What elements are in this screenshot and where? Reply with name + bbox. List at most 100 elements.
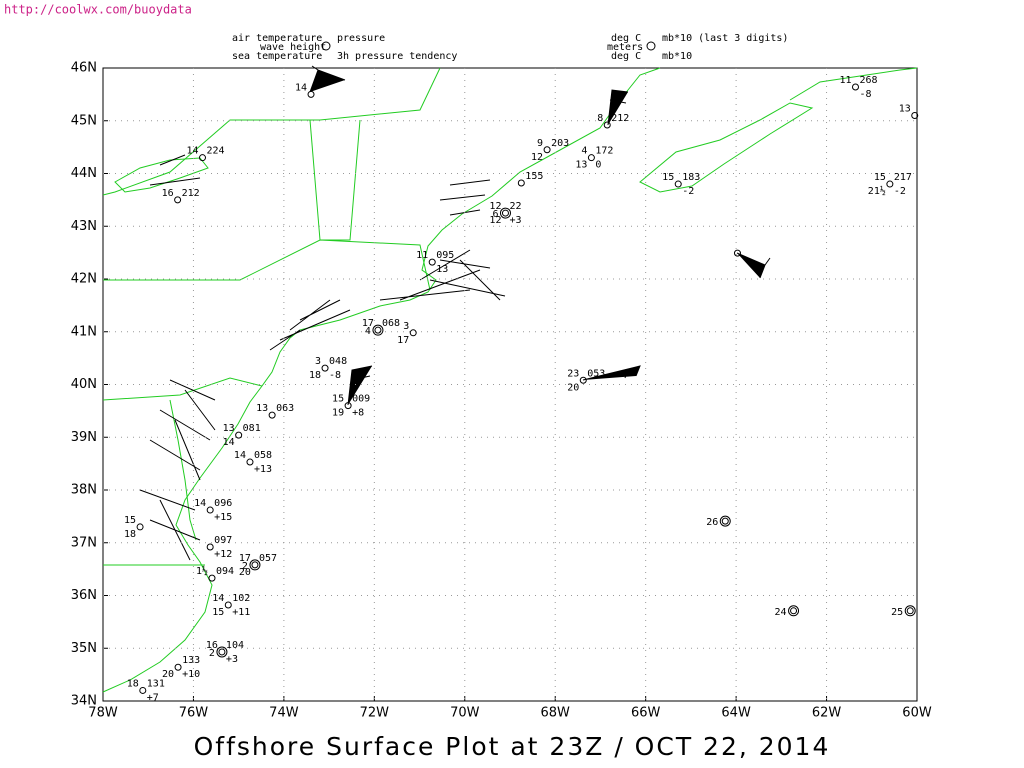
station-sea: 12 — [489, 215, 501, 226]
station-tendency: +15 — [214, 512, 232, 523]
wave-ring — [249, 559, 261, 571]
station — [501, 209, 509, 217]
station — [268, 411, 276, 419]
station-air: 14 — [194, 498, 206, 509]
border — [102, 67, 441, 196]
station-tendency: +13 — [254, 464, 272, 475]
station-air: 14 — [186, 146, 198, 157]
lake-ontario — [114, 157, 209, 193]
station-pressure: 048 — [329, 356, 347, 367]
x-tick-label: 60W — [902, 706, 932, 721]
station — [174, 196, 182, 204]
station — [224, 601, 232, 609]
wave-ring — [719, 515, 731, 527]
title: Offshore Surface Plot at 23Z / OCT 22, 2… — [194, 732, 831, 761]
station-pressure: 131 — [147, 678, 165, 689]
station — [517, 179, 525, 187]
y-tick-label: 44N — [71, 166, 97, 181]
station — [218, 648, 226, 656]
axes: 78W 76W 74W 72W 70W 68W 66W 64W 62W 60W 46N 45N 44N 4… — [71, 61, 932, 721]
station-air: 15 — [332, 394, 344, 405]
station-wave: 6 — [492, 209, 498, 220]
station-tendency: +3 — [509, 215, 521, 226]
station-air: 15 — [124, 515, 136, 526]
station-pressure: 203 — [551, 138, 569, 149]
station-pressure: 104 — [226, 640, 244, 651]
wind-barb — [582, 365, 641, 381]
station — [198, 154, 206, 162]
wind-barb — [149, 154, 491, 216]
station-pressure: 068 — [382, 318, 400, 329]
station-pressure: 268 — [859, 75, 877, 86]
chesapeake — [169, 399, 197, 541]
legend-circle — [646, 41, 656, 51]
station-sea: 14 — [223, 437, 235, 448]
station — [579, 376, 587, 384]
station-air: 13 — [223, 423, 235, 434]
station-wave: 26 — [706, 517, 718, 528]
station-wave: 4 — [365, 326, 371, 337]
station-tendency: -2 — [894, 186, 906, 197]
station-pressure: 183 — [682, 172, 700, 183]
coastline — [102, 67, 661, 693]
x-tick-label: 76W — [179, 706, 209, 721]
wind-barb — [379, 249, 506, 301]
x-tick-label: 78W — [88, 706, 118, 721]
station-tendency: +12 — [214, 549, 232, 560]
station — [374, 326, 382, 334]
station — [251, 561, 259, 569]
legend-text: sea temperature — [232, 51, 322, 62]
station-pressure: 224 — [206, 146, 224, 157]
station — [906, 607, 914, 615]
station-air: 14 — [295, 82, 307, 93]
y-tick-label: 37N — [71, 535, 97, 550]
station — [206, 506, 214, 514]
station-pressure: 095 — [436, 250, 454, 261]
station-sea: 13 — [575, 160, 587, 171]
station — [136, 523, 144, 531]
station-air: 17 — [239, 553, 251, 564]
station-wave: 25 — [891, 607, 903, 618]
station — [344, 402, 352, 410]
station-air: 14 — [212, 593, 224, 604]
legend-text: mb*10 (last 3 digits) — [662, 33, 788, 44]
x-tick-label: 74W — [269, 706, 299, 721]
station-tendency: +7 — [147, 692, 159, 703]
station-sea: 18 — [124, 529, 136, 540]
legend-text: meters — [607, 42, 643, 53]
station — [307, 90, 315, 98]
station-tendency: -8 — [329, 370, 341, 381]
station-air: 16 — [162, 188, 174, 199]
station-air: 11 — [839, 75, 851, 86]
legend-circle — [321, 41, 331, 51]
station-air: 13 — [256, 403, 268, 414]
station — [246, 458, 254, 466]
station-pressure: 057 — [259, 553, 277, 564]
station-pressure: 097 — [214, 535, 232, 546]
station — [139, 686, 147, 694]
x-tick-label: 72W — [360, 706, 390, 721]
x-tick-label: 62W — [812, 706, 842, 721]
wind-barb — [736, 252, 771, 279]
station-sea: 20 — [239, 567, 251, 578]
y-tick-label: 42N — [71, 272, 97, 287]
station — [886, 180, 894, 188]
legend: air temperature wave height sea temperat… — [232, 33, 788, 62]
legend-text: deg C — [611, 33, 641, 44]
legend-text: mb*10 — [662, 51, 692, 62]
station-pressure: 053 — [587, 368, 605, 379]
y-tick-label: 46N — [71, 61, 97, 76]
nova-scotia — [639, 102, 814, 193]
coastlines — [102, 67, 918, 693]
station-air: 3 — [315, 356, 321, 367]
station — [603, 121, 611, 129]
station-air: 14 — [234, 450, 246, 461]
station — [235, 431, 243, 439]
wind-barb — [309, 65, 346, 93]
station-air: 4 — [581, 146, 587, 157]
station-air: 3 — [403, 321, 409, 332]
wave-ring — [216, 646, 228, 658]
station-pressure: 217 — [894, 172, 912, 183]
station-air: 16 — [206, 640, 218, 651]
station-sea: 21½ — [868, 185, 886, 197]
